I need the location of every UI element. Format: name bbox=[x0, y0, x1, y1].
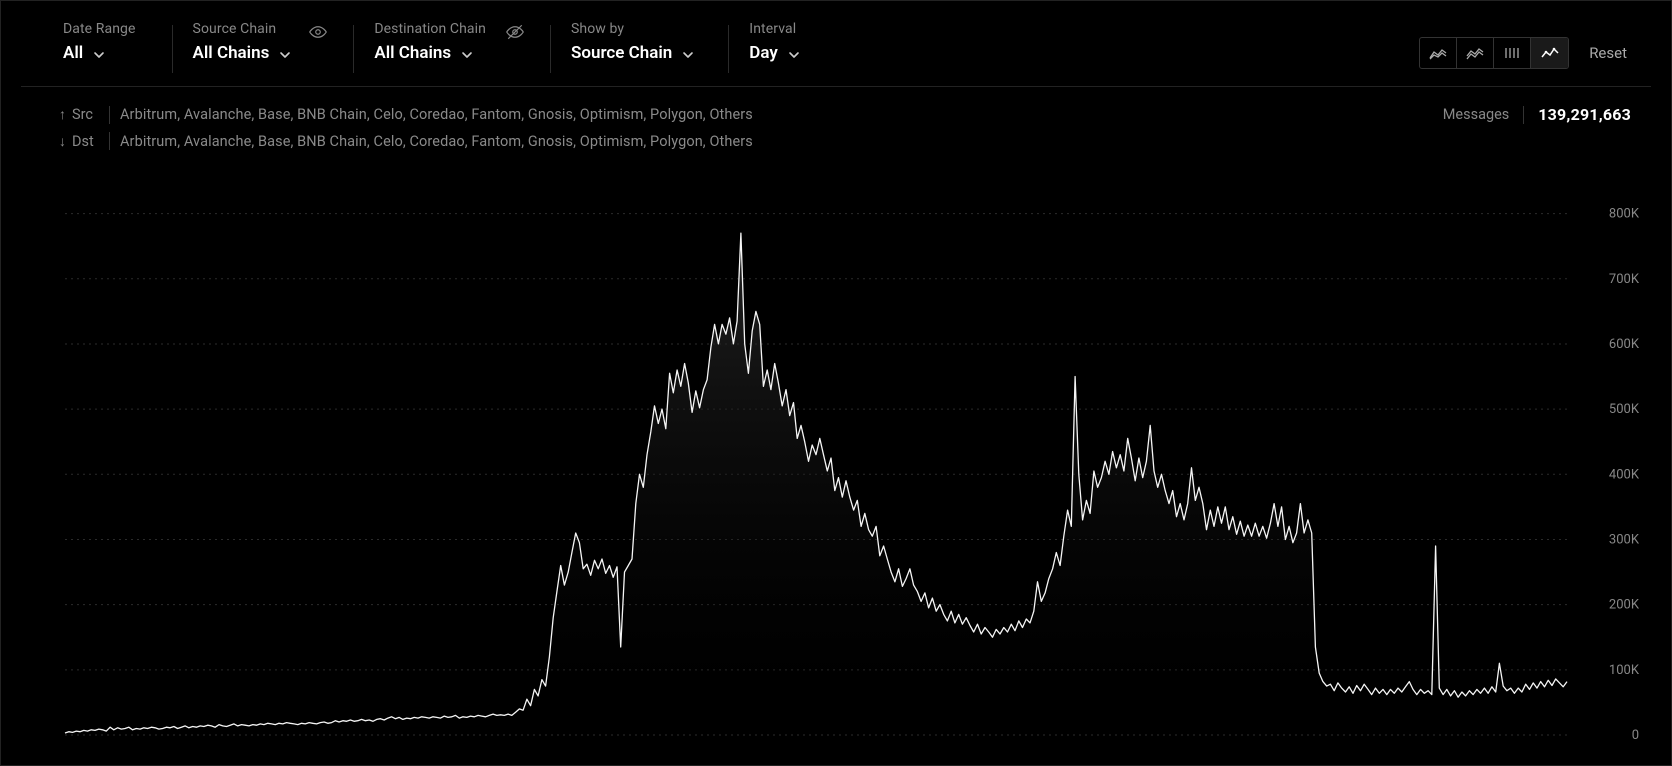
filter-value: Source Chain bbox=[571, 43, 672, 63]
arrow-up-icon: ↑ bbox=[59, 106, 66, 123]
svg-text:400K: 400K bbox=[1609, 467, 1640, 482]
reset-button[interactable]: Reset bbox=[1589, 44, 1627, 62]
dst-chains: Arbitrum, Avalanche, Base, BNB Chain, Ce… bbox=[120, 133, 753, 150]
chart-type-line-single-icon[interactable] bbox=[1531, 38, 1568, 68]
divider bbox=[1523, 106, 1524, 124]
filter-value: All Chains bbox=[193, 43, 270, 63]
dashboard-panel: Date Range All Source Chain All Chains D… bbox=[0, 0, 1672, 766]
chart-svg: 0 100K 200K 300K 400K 500K 600K 700K 800K bbox=[41, 171, 1647, 755]
filter-value: Day bbox=[749, 43, 778, 63]
filter-label: Show by bbox=[571, 21, 692, 37]
eye-icon[interactable] bbox=[309, 23, 327, 41]
divider bbox=[109, 106, 110, 124]
src-row: ↑ Src Arbitrum, Avalanche, Base, BNB Cha… bbox=[59, 105, 1631, 124]
filter-show-by[interactable]: Show by Source Chain bbox=[551, 21, 728, 63]
chart-type-line-multi-icon[interactable] bbox=[1457, 38, 1494, 68]
svg-text:700K: 700K bbox=[1609, 272, 1640, 287]
chevron-down-icon bbox=[461, 46, 471, 56]
filter-source-chain[interactable]: Source Chain All Chains bbox=[173, 21, 354, 63]
chart-type-bar-icon[interactable] bbox=[1494, 38, 1531, 68]
filter-value: All bbox=[63, 43, 83, 63]
chart-type-area-stacked-icon[interactable] bbox=[1420, 38, 1457, 68]
filter-value: All Chains bbox=[374, 43, 451, 63]
src-label: Src bbox=[72, 106, 93, 123]
filter-date-range[interactable]: Date Range All bbox=[63, 21, 172, 63]
chart-type-toggle bbox=[1419, 37, 1569, 69]
eye-off-icon[interactable] bbox=[506, 23, 524, 41]
chevron-down-icon bbox=[279, 46, 289, 56]
dst-row: ↓ Dst Arbitrum, Avalanche, Base, BNB Cha… bbox=[59, 132, 1631, 150]
svg-text:300K: 300K bbox=[1609, 532, 1640, 547]
svg-text:800K: 800K bbox=[1609, 207, 1640, 222]
svg-text:500K: 500K bbox=[1609, 402, 1640, 417]
svg-text:600K: 600K bbox=[1609, 337, 1640, 352]
chevron-down-icon bbox=[682, 46, 692, 56]
dst-label: Dst bbox=[72, 133, 94, 150]
filter-label: Date Range bbox=[63, 21, 136, 37]
filter-label: Source Chain bbox=[193, 21, 290, 37]
filter-bar: Date Range All Source Chain All Chains D… bbox=[21, 1, 1651, 87]
chevron-down-icon bbox=[788, 46, 798, 56]
filter-label: Destination Chain bbox=[374, 21, 486, 37]
chart-controls: Reset bbox=[1419, 37, 1627, 69]
messages-label: Messages bbox=[1443, 106, 1524, 123]
messages-value: 139,291,663 bbox=[1538, 105, 1631, 124]
filter-label: Interval bbox=[749, 21, 798, 37]
divider bbox=[109, 132, 110, 150]
svg-text:200K: 200K bbox=[1609, 598, 1640, 613]
arrow-down-icon: ↓ bbox=[59, 133, 66, 150]
meta-section: ↑ Src Arbitrum, Avalanche, Base, BNB Cha… bbox=[17, 87, 1655, 150]
filter-interval[interactable]: Interval Day bbox=[729, 21, 834, 63]
svg-text:100K: 100K bbox=[1609, 663, 1640, 678]
filter-destination-chain[interactable]: Destination Chain All Chains bbox=[354, 21, 550, 63]
svg-text:0: 0 bbox=[1632, 728, 1639, 743]
src-chains: Arbitrum, Avalanche, Base, BNB Chain, Ce… bbox=[120, 106, 753, 123]
chart: 0 100K 200K 300K 400K 500K 600K 700K 800K bbox=[41, 171, 1647, 755]
chevron-down-icon bbox=[93, 46, 103, 56]
